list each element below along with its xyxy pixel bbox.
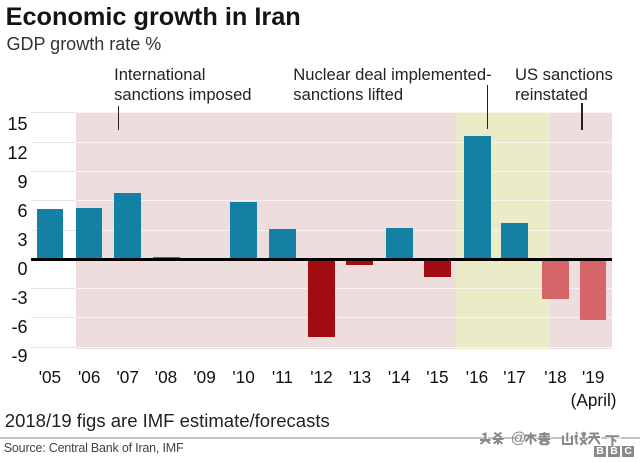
svg-text:@: @ [513, 433, 529, 450]
svg-text:@: @ [511, 431, 527, 447]
